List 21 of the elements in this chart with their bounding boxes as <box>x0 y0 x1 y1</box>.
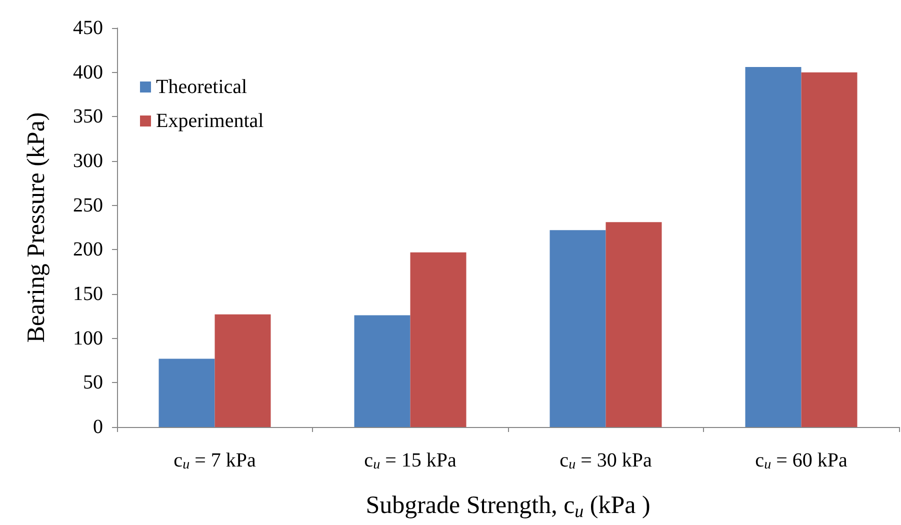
y-tick-label: 50 <box>83 372 103 394</box>
legend-label: Theoretical <box>156 76 248 98</box>
y-tick-label: 150 <box>73 283 103 305</box>
y-tick-label: 0 <box>93 416 103 438</box>
y-tick-label: 100 <box>73 327 103 350</box>
y-tick-label: 250 <box>73 194 103 216</box>
y-tick-label: 300 <box>73 150 103 172</box>
bar <box>606 222 662 427</box>
bar <box>354 315 410 427</box>
bar <box>801 72 858 427</box>
y-tick-label: 350 <box>73 106 103 128</box>
bar <box>550 230 606 427</box>
y-tick-label: 400 <box>73 61 103 84</box>
y-tick-label: 200 <box>73 238 103 261</box>
bar <box>745 67 802 427</box>
bar <box>158 358 215 427</box>
y-axis-title: Bearing Pressure (kPa) <box>23 112 50 343</box>
y-tick-label: 450 <box>73 17 103 39</box>
bar <box>214 314 271 427</box>
legend-label: Experimental <box>156 110 264 132</box>
bar <box>410 252 466 427</box>
